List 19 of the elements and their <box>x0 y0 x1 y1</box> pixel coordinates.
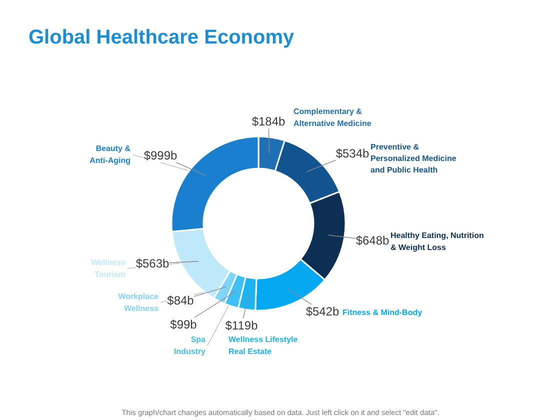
slice-label: Wellness Tourism <box>90 258 126 279</box>
data-label: $648b <box>356 234 390 248</box>
data-label: $119b <box>225 318 258 332</box>
data-label: $542b <box>306 304 340 318</box>
data-label: $534b <box>336 146 370 160</box>
data-label: $999b <box>144 148 178 162</box>
chart-title: Global Healthcare Economy <box>28 26 296 48</box>
data-label: $84b <box>167 294 194 308</box>
slice-label: Preventive & Personalized Medicine and Public Health <box>370 142 457 175</box>
slice-label: Fitness & Mind-Body <box>342 308 423 317</box>
slice-label: Spa Industry <box>174 335 206 356</box>
slice-label: Complementary & Alternative Medicine <box>294 107 372 128</box>
slice-label: Healthy Eating, Nutrition & Weight Loss <box>390 231 484 252</box>
data-label: $184b <box>252 114 286 128</box>
slice-label: Beauty & Anti-Aging <box>90 144 131 165</box>
slice-label: Wellness Lifestyle Real Estate <box>228 335 298 356</box>
data-label: $99b <box>170 318 198 332</box>
data-label: $563b <box>136 256 170 270</box>
slice-label: Workplace Wellness <box>118 292 160 313</box>
